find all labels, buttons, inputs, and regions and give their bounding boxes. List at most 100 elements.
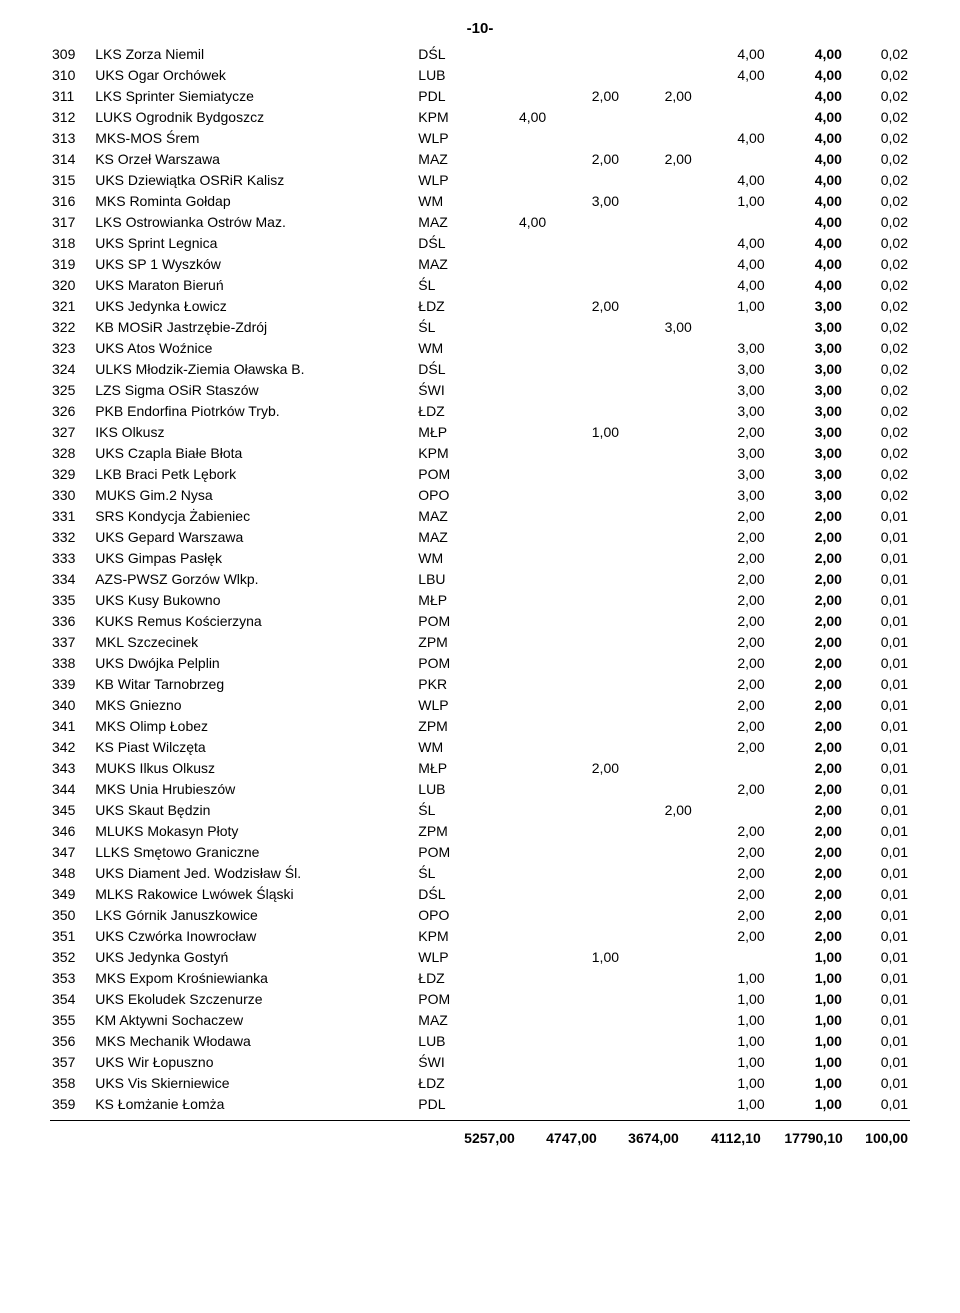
cell: 314 [50,148,93,169]
cell: 0,01 [844,967,910,988]
cell: UKS Ekoludek Szczenurze [93,988,416,1009]
cell [548,400,621,421]
cell: ŚL [416,862,475,883]
cell [621,358,694,379]
table-row: 312LUKS Ogrodnik BydgoszczKPM4,004,000,0… [50,106,910,127]
cell: 4,00 [694,253,767,274]
cell: MAZ [416,148,475,169]
cell: 2,00 [767,925,844,946]
table-row: 320UKS Maraton BieruńŚL4,004,000,02 [50,274,910,295]
table-row: 338UKS Dwójka PelplinPOM2,002,000,01 [50,652,910,673]
cell: 352 [50,946,93,967]
cell [475,1051,548,1072]
cell [475,673,548,694]
cell: KPM [416,106,475,127]
cell [694,757,767,778]
cell: 4,00 [767,211,844,232]
cell: UKS Maraton Bieruń [93,274,416,295]
cell: 4,00 [694,232,767,253]
cell: 2,00 [694,589,767,610]
table-row: 317LKS Ostrowianka Ostrów Maz.MAZ4,004,0… [50,211,910,232]
cell: OPO [416,904,475,925]
cell [621,925,694,946]
cell [548,820,621,841]
cell: 2,00 [548,295,621,316]
cell: LKS Górnik Januszkowice [93,904,416,925]
cell: WLP [416,169,475,190]
cell: POM [416,988,475,1009]
cell: 3,00 [767,337,844,358]
cell: WM [416,736,475,757]
cell: 0,02 [844,64,910,85]
cell: 0,02 [844,127,910,148]
cell [475,526,548,547]
cell: MKS-MOS Śrem [93,127,416,148]
cell: 2,00 [694,904,767,925]
cell: 2,00 [767,652,844,673]
cell: 0,01 [844,715,910,736]
cell: 2,00 [694,526,767,547]
cell: 2,00 [694,631,767,652]
cell: 0,01 [844,883,910,904]
cell: 2,00 [694,925,767,946]
cell: 336 [50,610,93,631]
cell [621,1093,694,1114]
cell: 341 [50,715,93,736]
cell [548,463,621,484]
cell: MŁP [416,421,475,442]
cell: 0,01 [844,673,910,694]
cell: 2,00 [694,505,767,526]
cell [475,148,548,169]
cell [475,64,548,85]
cell: 4,00 [767,85,844,106]
cell: 0,01 [844,1030,910,1051]
cell: ŚWI [416,379,475,400]
cell: MKS Unia Hrubieszów [93,778,416,799]
cell [621,778,694,799]
cell [548,358,621,379]
cell: MKS Mechanik Włodawa [93,1030,416,1051]
cell: 0,02 [844,85,910,106]
cell [475,253,548,274]
cell: 338 [50,652,93,673]
table-row: 340MKS GnieznoWLP2,002,000,01 [50,694,910,715]
cell: 3,00 [548,190,621,211]
cell: WM [416,190,475,211]
cell: 4,00 [767,148,844,169]
cell: 3,00 [694,484,767,505]
cell [548,694,621,715]
cell: 343 [50,757,93,778]
cell: 0,01 [844,1093,910,1114]
cell [475,337,548,358]
cell: 3,00 [694,400,767,421]
cell: UKS Wir Łopuszno [93,1051,416,1072]
cell [548,64,621,85]
cell [621,547,694,568]
table-row: 342KS Piast WilczętaWM2,002,000,01 [50,736,910,757]
cell: 4,00 [767,106,844,127]
summary-c4: 4112,10 [681,1127,763,1148]
cell: 2,00 [694,652,767,673]
cell: 359 [50,1093,93,1114]
cell: 4,00 [767,169,844,190]
cell: 0,01 [844,820,910,841]
cell [548,589,621,610]
table-row: 346MLUKS Mokasyn PłotyZPM2,002,000,01 [50,820,910,841]
summary-c3: 3674,00 [599,1127,681,1148]
cell [621,253,694,274]
table-row: 354UKS Ekoludek SzczenurzePOM1,001,000,0… [50,988,910,1009]
cell [621,1030,694,1051]
cell: PKB Endorfina Piotrków Tryb. [93,400,416,421]
table-row: 348UKS Diament Jed. Wodzisław Śl.ŚL2,002… [50,862,910,883]
cell: MKS Olimp Łobez [93,715,416,736]
cell: 4,00 [694,274,767,295]
cell: 4,00 [767,127,844,148]
table-row: 335UKS Kusy BukownoMŁP2,002,000,01 [50,589,910,610]
cell: 0,01 [844,736,910,757]
cell: 2,00 [548,85,621,106]
cell [475,1030,548,1051]
cell: 0,01 [844,652,910,673]
cell: 0,01 [844,526,910,547]
cell [548,925,621,946]
cell: 3,00 [694,442,767,463]
